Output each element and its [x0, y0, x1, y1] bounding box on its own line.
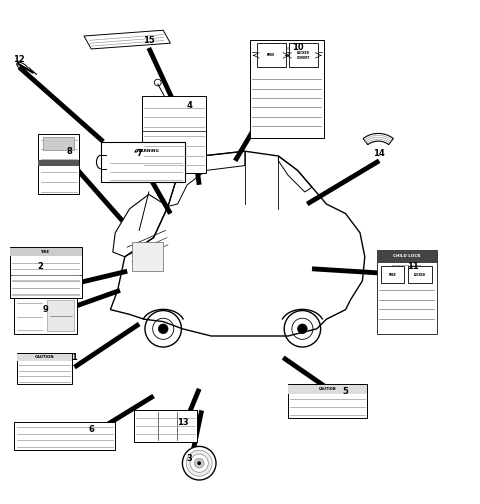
- Text: SÉCURITÉ DES ENFANTS: SÉCURITÉ DES ENFANTS: [392, 265, 421, 266]
- Text: 10: 10: [292, 43, 303, 52]
- Bar: [257, 43, 286, 68]
- Bar: [17, 354, 72, 360]
- Text: SÉCURITÉ DES ENFANTS: SÉCURITÉ DES ENFANTS: [270, 47, 303, 51]
- Circle shape: [190, 454, 208, 472]
- Bar: [381, 266, 404, 283]
- Text: 1: 1: [72, 353, 77, 362]
- Bar: [38, 160, 79, 166]
- Text: 13: 13: [177, 418, 188, 427]
- Bar: [377, 249, 437, 334]
- Circle shape: [186, 450, 212, 476]
- Text: ▲WARNING: ▲WARNING: [134, 149, 160, 153]
- Text: 8: 8: [67, 147, 72, 156]
- Text: 6: 6: [88, 425, 94, 434]
- Bar: [408, 266, 432, 283]
- Bar: [38, 135, 79, 195]
- Text: CAUTION: CAUTION: [35, 354, 54, 358]
- Bar: [14, 297, 77, 334]
- Bar: [132, 242, 163, 271]
- Text: 4: 4: [187, 101, 192, 110]
- Text: TIRE: TIRE: [41, 250, 50, 254]
- Bar: [10, 247, 82, 297]
- Circle shape: [197, 461, 201, 465]
- Bar: [47, 300, 74, 331]
- Text: 11: 11: [407, 262, 419, 271]
- Bar: [134, 410, 197, 442]
- Bar: [101, 142, 185, 182]
- Text: 7: 7: [136, 149, 142, 158]
- Bar: [142, 96, 206, 173]
- Text: CAUTION: CAUTION: [319, 387, 336, 391]
- Text: FREE: FREE: [388, 273, 396, 277]
- Bar: [17, 353, 72, 384]
- Text: 9: 9: [43, 305, 48, 314]
- Circle shape: [182, 447, 216, 480]
- Text: 2: 2: [38, 262, 44, 271]
- Text: 15: 15: [143, 36, 155, 45]
- Bar: [250, 40, 324, 138]
- Bar: [10, 248, 82, 256]
- Bar: [377, 249, 437, 263]
- Text: 3: 3: [187, 454, 192, 463]
- Bar: [43, 137, 74, 150]
- Text: LOCKED: LOCKED: [414, 273, 426, 277]
- Circle shape: [158, 324, 168, 334]
- Bar: [14, 422, 115, 450]
- Text: LOCKED
OUVERT: LOCKED OUVERT: [297, 51, 310, 59]
- Text: 14: 14: [373, 149, 385, 158]
- Text: 5: 5: [343, 387, 348, 396]
- Text: 12: 12: [13, 55, 25, 65]
- Bar: [289, 43, 318, 68]
- Text: CHILD LOCK: CHILD LOCK: [268, 43, 305, 48]
- Circle shape: [298, 324, 307, 334]
- Bar: [288, 384, 367, 418]
- Text: FREE: FREE: [267, 53, 276, 57]
- Text: CHILD LOCK: CHILD LOCK: [393, 254, 420, 258]
- Circle shape: [194, 459, 204, 468]
- Bar: [288, 385, 367, 394]
